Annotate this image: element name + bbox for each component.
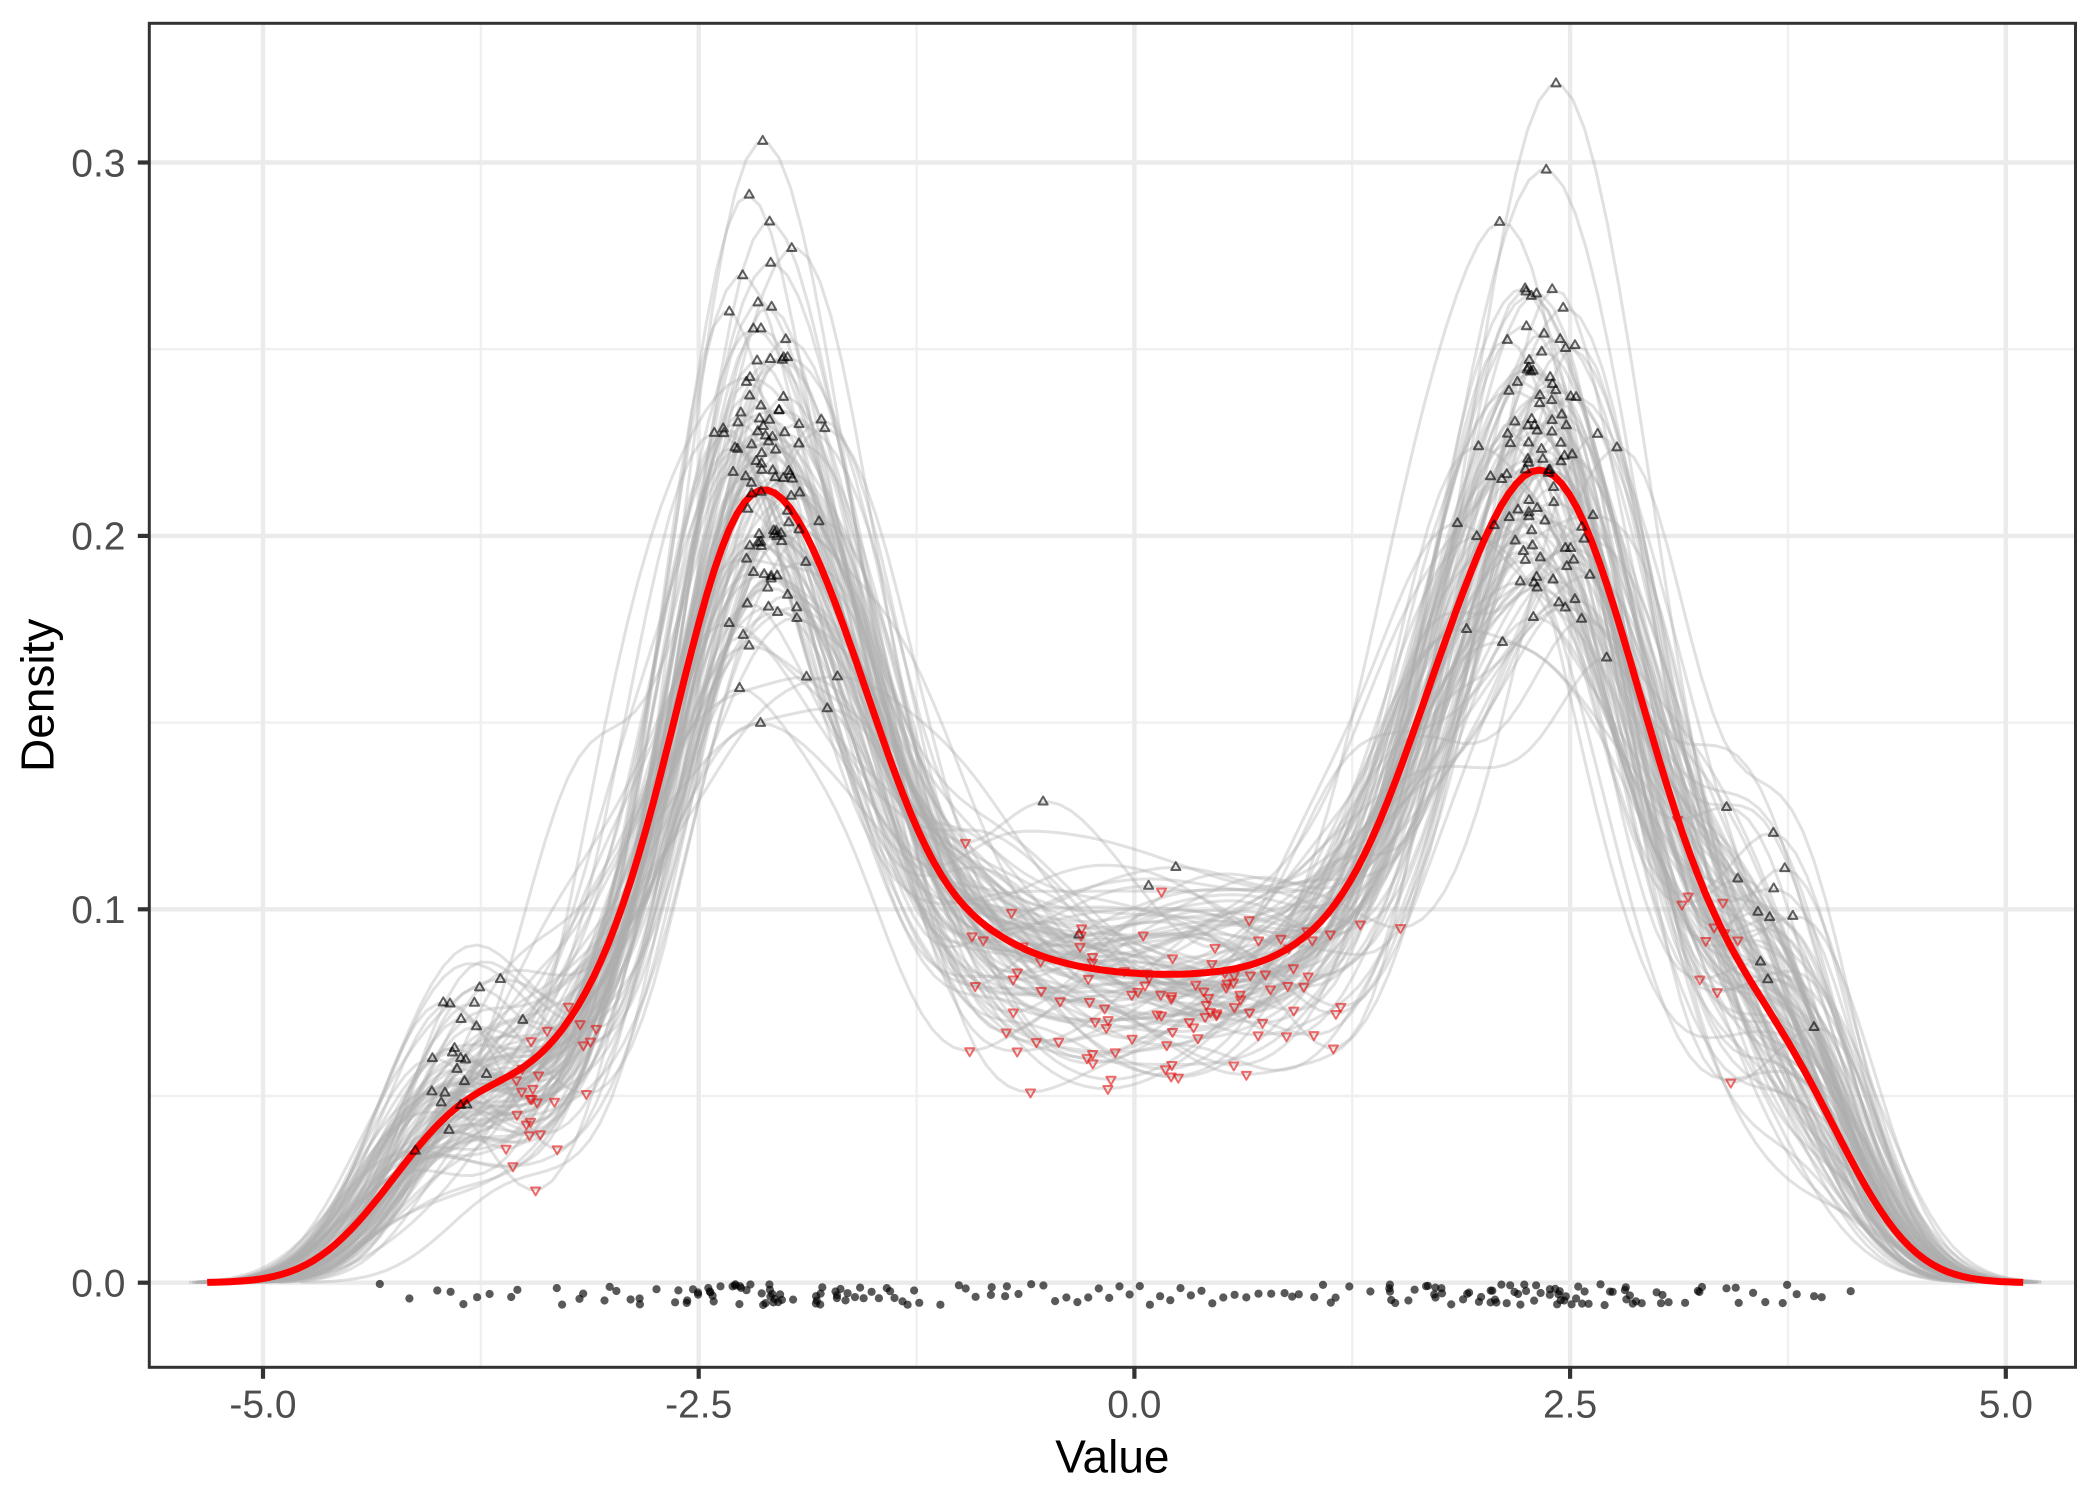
svg-text:0.0: 0.0 (71, 1263, 125, 1306)
svg-text:-2.5: -2.5 (665, 1383, 732, 1426)
svg-text:Density: Density (12, 619, 64, 772)
svg-text:2.5: 2.5 (1543, 1383, 1597, 1426)
svg-text:-5.0: -5.0 (229, 1383, 296, 1426)
svg-text:0.1: 0.1 (71, 889, 125, 932)
svg-text:0.2: 0.2 (71, 516, 125, 559)
svg-text:5.0: 5.0 (1979, 1383, 2033, 1426)
svg-text:Value: Value (1055, 1430, 1169, 1482)
svg-text:0.3: 0.3 (71, 142, 125, 185)
svg-text:0.0: 0.0 (1107, 1383, 1161, 1426)
